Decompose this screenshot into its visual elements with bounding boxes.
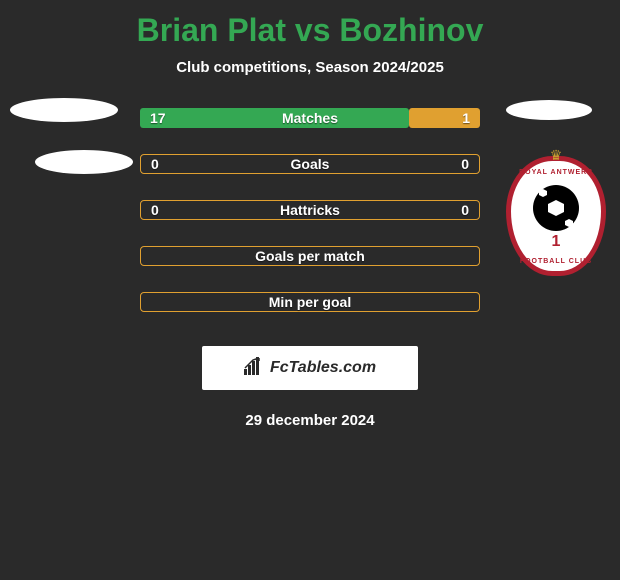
soccer-ball-icon <box>533 185 579 231</box>
stat-value-left: 17 <box>150 110 166 126</box>
stat-row: Min per goal <box>140 292 480 312</box>
badge-top-text: ROYAL ANTWERP <box>519 169 593 176</box>
stat-label: Hattricks <box>280 202 340 218</box>
comparison-title: Brian Plat vs Bozhinov <box>0 0 620 49</box>
comparison-subtitle: Club competitions, Season 2024/2025 <box>0 59 620 76</box>
club-shield: ♛ ROYAL ANTWERP 1 FOOTBALL CLUB <box>506 156 606 276</box>
stats-area: ♛ ROYAL ANTWERP 1 FOOTBALL CLUB 17 1 Match… <box>0 108 620 312</box>
stat-label: Goals per match <box>255 248 365 264</box>
stat-label: Min per goal <box>269 294 351 310</box>
player-right-placeholder <box>506 100 592 120</box>
club-badge: ♛ ROYAL ANTWERP 1 FOOTBALL CLUB <box>506 156 606 286</box>
stat-value-right: 1 <box>462 110 470 126</box>
stat-value-right: 0 <box>461 202 469 218</box>
stat-row: 17 1 Matches <box>140 108 480 128</box>
bar-chart-icon <box>244 357 266 380</box>
badge-bottom-text: FOOTBALL CLUB <box>520 258 592 265</box>
player-left-placeholder-1 <box>10 98 118 122</box>
stat-value-right: 0 <box>461 156 469 172</box>
stat-label: Goals <box>291 156 330 172</box>
stat-value-left: 0 <box>151 156 159 172</box>
stat-row: Goals per match <box>140 246 480 266</box>
stat-value-left: 0 <box>151 202 159 218</box>
stat-row: 0 0 Hattricks <box>140 200 480 220</box>
player-left-placeholder-2 <box>35 150 133 174</box>
stat-bar-left <box>140 108 409 128</box>
crown-icon: ♛ <box>550 147 563 164</box>
stat-rows-container: ♛ ROYAL ANTWERP 1 FOOTBALL CLUB 171Match… <box>140 108 480 312</box>
brand-name: FcTables.com <box>270 359 376 377</box>
stat-label: Matches <box>282 110 338 126</box>
brand-box[interactable]: FcTables.com <box>202 346 418 390</box>
stat-row: 0 0 Goals <box>140 154 480 174</box>
comparison-date: 29 december 2024 <box>0 412 620 429</box>
badge-number: 1 <box>552 233 561 251</box>
